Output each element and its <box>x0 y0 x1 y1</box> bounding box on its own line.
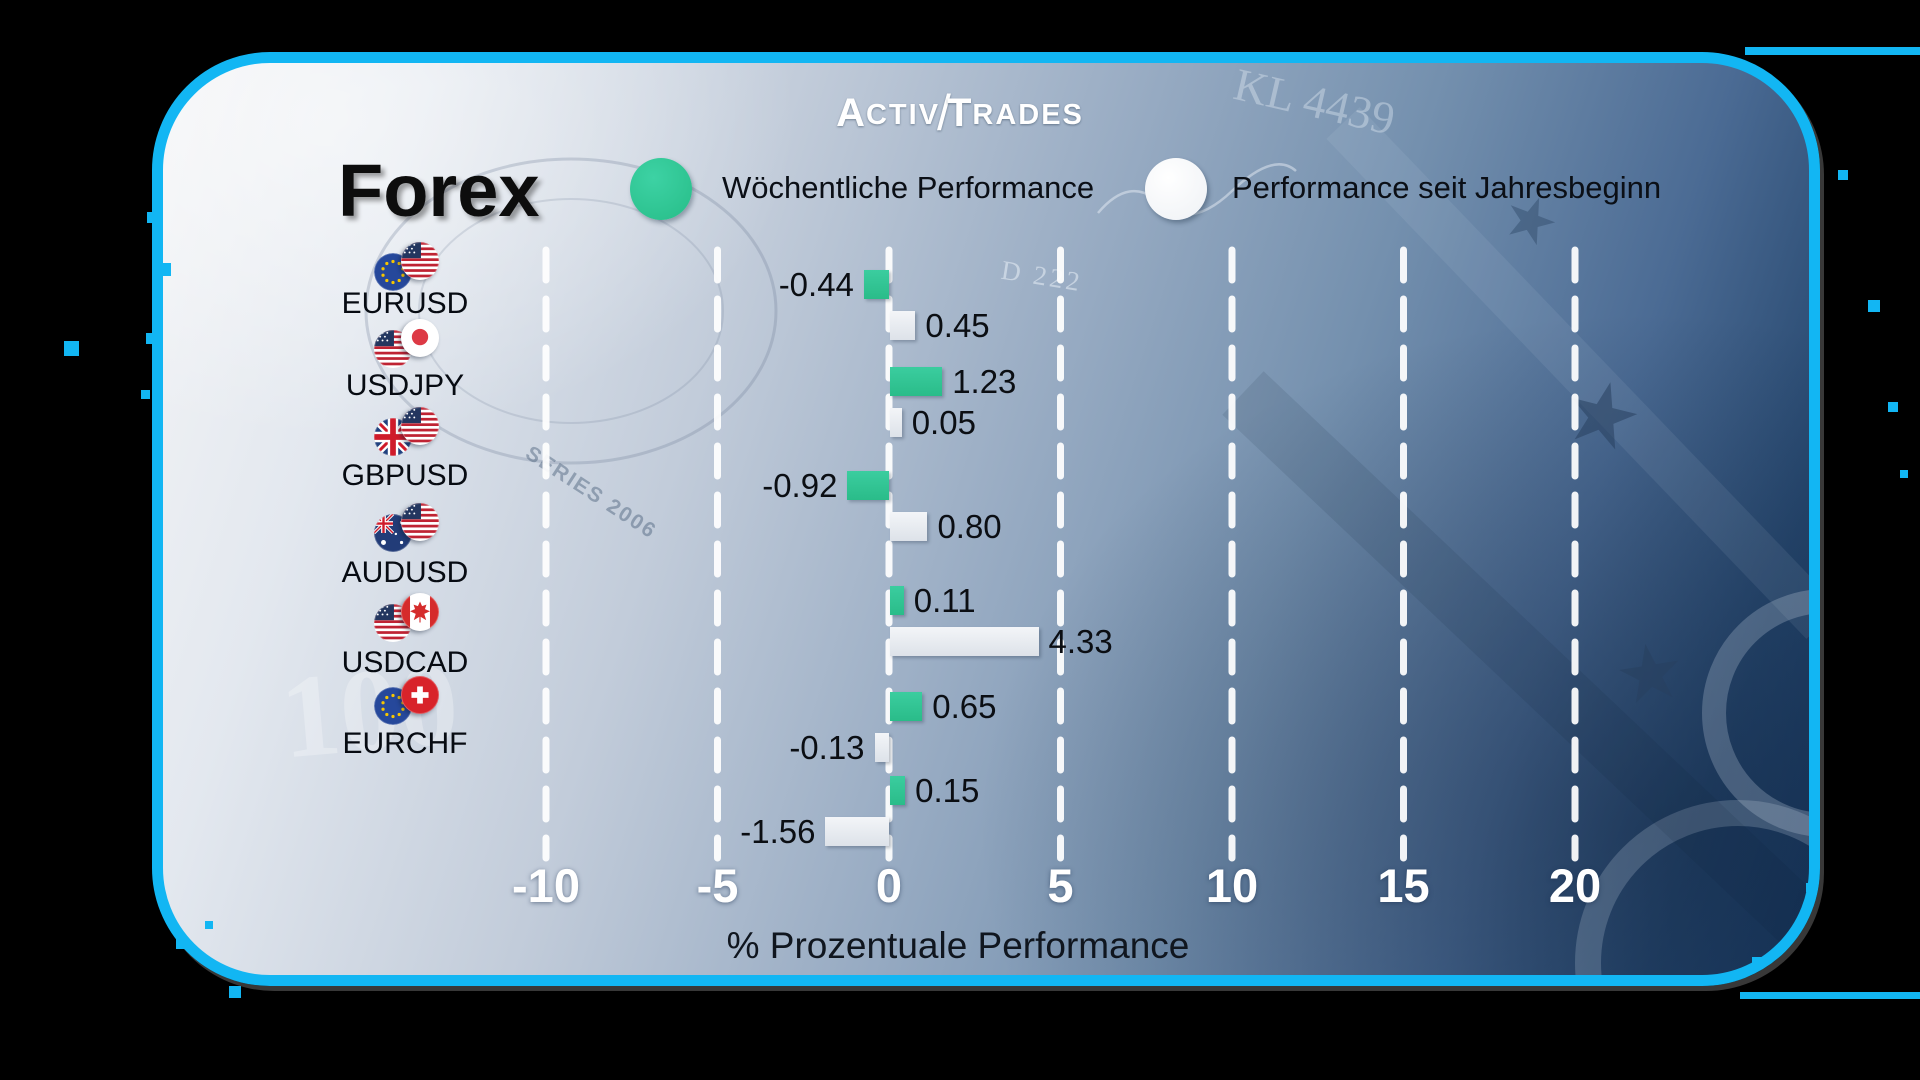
glitch-line-top-right <box>1745 47 1920 55</box>
glitch-pixel <box>141 390 150 399</box>
legend-ytd-label: Performance seit Jahresbeginn <box>1232 170 1662 205</box>
glitch-pixel <box>1838 170 1848 180</box>
glitch-pixel <box>1806 883 1815 892</box>
euro-star-icon: ★ <box>1608 624 1692 722</box>
glitch-pixel <box>158 263 171 276</box>
x-axis-tick-20: 20 <box>1548 859 1602 912</box>
series-note-text: SERIES 2006 <box>521 441 661 544</box>
GBPUSD-weekly-bar <box>847 471 889 500</box>
flag-quote <box>401 407 439 450</box>
AUDUSD-ytd-bar <box>890 627 1039 656</box>
flag-us-icon <box>401 503 439 541</box>
x-axis-tick--10: -10 <box>512 859 580 912</box>
USDCAD-weekly-bar <box>890 692 923 721</box>
glitch-pixel <box>146 333 157 344</box>
glitch-pixel <box>64 341 79 356</box>
flag-quote <box>401 676 439 719</box>
serial-number-d: D 222 <box>999 254 1085 298</box>
flag-quote <box>401 242 439 285</box>
legend-weekly-swatch-icon <box>630 158 692 220</box>
flag-pair-EURUSD <box>372 239 444 297</box>
USDJPY-ytd-bar <box>890 408 902 437</box>
x-axis-title: % Prozentuale Performance <box>726 925 1190 966</box>
AUDUSD-weekly-bar <box>890 586 904 615</box>
USDJPY-weekly-value-label: 1.23 <box>952 362 1017 400</box>
glitch-pixel <box>1868 300 1880 312</box>
legend-weekly-label: Wöchentliche Performance <box>722 170 1095 205</box>
GBPUSD-ytd-bar <box>890 512 928 541</box>
flag-us-icon <box>401 242 439 280</box>
glitch-pixel <box>147 212 158 223</box>
flag-quote <box>401 503 439 546</box>
flag-pair-GBPUSD <box>372 404 444 462</box>
x-axis-tick-5: 5 <box>1047 859 1074 912</box>
EURCHF-weekly-bar <box>890 776 906 805</box>
flag-jp-icon <box>401 319 439 357</box>
currency-label-USDJPY: USDJPY <box>345 369 465 402</box>
AUDUSD-ytd-value-label: 4.33 <box>1048 622 1113 660</box>
glitch-pixel <box>205 921 213 929</box>
page-title: Forex <box>338 149 540 232</box>
flag-pair-EURCHF <box>372 673 444 731</box>
USDCAD-ytd-value-label: -0.13 <box>789 728 865 766</box>
AUDUSD-weekly-value-label: 0.11 <box>913 581 976 619</box>
USDJPY-ytd-value-label: 0.05 <box>911 403 976 441</box>
USDCAD-weekly-value-label: 0.65 <box>932 687 997 725</box>
currency-label-USDCAD: USDCAD <box>341 646 469 679</box>
x-axis-tick-0: 0 <box>875 859 903 912</box>
logo-slash-icon: / <box>937 85 952 141</box>
USDCAD-ytd-bar <box>874 733 889 762</box>
GBPUSD-weekly-value-label: -0.92 <box>762 466 838 504</box>
EURCHF-ytd-value-label: -1.56 <box>740 812 816 850</box>
x-axis-tick-15: 15 <box>1377 859 1430 912</box>
flag-quote <box>401 593 439 636</box>
x-axis-tick-10: 10 <box>1205 859 1259 912</box>
glitch-pixel <box>176 938 187 949</box>
logo-letter: T <box>946 91 973 135</box>
currency-label-AUDUSD: AUDUSD <box>341 556 469 589</box>
activtrades-logo: ACTIV/TRADES <box>0 84 1920 142</box>
flag-ch-icon <box>401 676 439 714</box>
glitch-line-bottom-right <box>1740 992 1920 999</box>
logo-letters: CTIV <box>865 99 941 131</box>
flag-pair-USDCAD <box>372 590 444 648</box>
EURUSD-weekly-value-label: -0.44 <box>778 265 854 303</box>
flag-ca-icon <box>401 593 439 631</box>
GBPUSD-ytd-value-label: 0.80 <box>937 507 1002 545</box>
x-axis-tick--5: -5 <box>696 859 739 912</box>
USDJPY-weekly-bar <box>890 367 943 396</box>
euro-star-icon: ★ <box>1552 356 1653 473</box>
logo-letter: A <box>836 91 866 135</box>
logo-letters: RADES <box>972 99 1084 131</box>
flag-pair-USDJPY <box>372 316 444 374</box>
flag-pair-AUDUSD <box>372 500 444 558</box>
EURCHF-ytd-bar <box>825 817 889 846</box>
legend-ytd-swatch-icon <box>1145 158 1207 220</box>
glitch-pixel <box>1752 957 1762 967</box>
glitch-pixel <box>1900 470 1908 478</box>
currency-label-EURUSD: EURUSD <box>341 287 469 320</box>
flag-us-icon <box>401 407 439 445</box>
EURUSD-ytd-bar <box>890 311 916 340</box>
glitch-pixel <box>229 986 241 998</box>
glitch-pixel <box>1888 402 1898 412</box>
flag-quote <box>401 319 439 362</box>
EURUSD-weekly-bar <box>863 270 889 299</box>
currency-label-EURCHF: EURCHF <box>342 727 468 760</box>
EURCHF-weekly-value-label: 0.15 <box>915 771 980 809</box>
EURUSD-ytd-value-label: 0.45 <box>925 306 990 344</box>
currency-label-GBPUSD: GBPUSD <box>341 459 469 492</box>
